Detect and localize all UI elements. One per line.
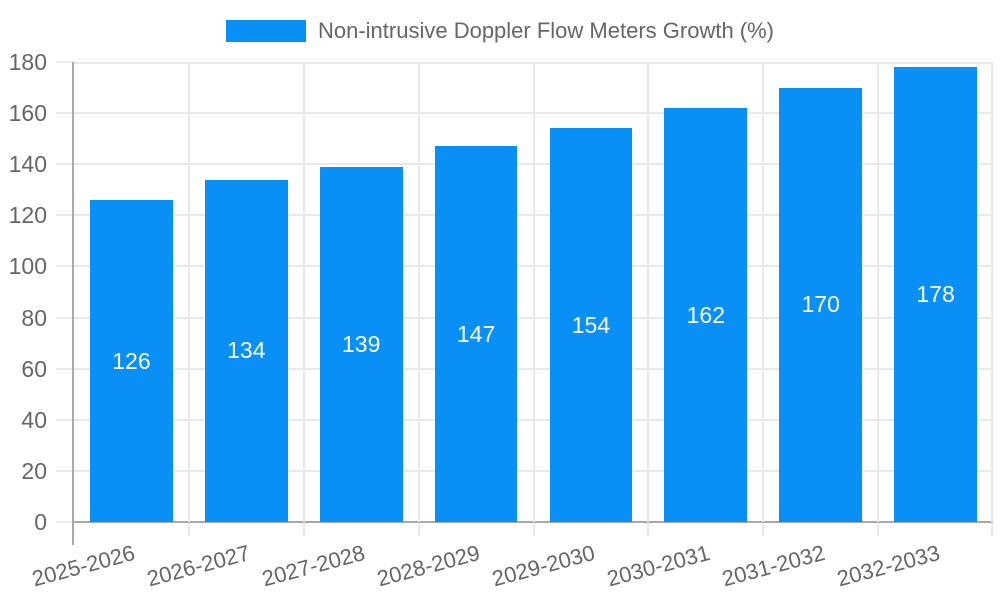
y-tick-mark — [56, 316, 72, 319]
bar-value-label: 126 — [112, 347, 151, 374]
bar: 170 — [779, 87, 863, 522]
y-tick-label: 160 — [8, 100, 47, 127]
x-gridline — [187, 62, 190, 522]
x-tick-label: 2032-2033 — [833, 540, 943, 592]
bar: 162 — [664, 108, 748, 522]
y-tick-label: 120 — [8, 202, 47, 229]
x-tick-mark — [417, 523, 420, 536]
x-tick-label: 2027-2028 — [259, 540, 368, 592]
y-tick-mark — [56, 367, 72, 370]
bar: 139 — [319, 166, 403, 522]
x-gridline — [647, 62, 650, 522]
x-tick-label: 2025-2026 — [29, 540, 138, 592]
x-tick-label: 2026-2027 — [144, 540, 253, 592]
y-tick-mark — [56, 112, 72, 115]
bar: 147 — [434, 146, 518, 522]
y-tick-mark — [56, 418, 72, 421]
bar-value-label: 154 — [571, 311, 611, 338]
x-tick-mark — [187, 523, 190, 536]
x-tick-mark — [762, 523, 765, 536]
legend: Non-intrusive Doppler Flow Meters Growth… — [0, 18, 1000, 44]
y-tick-label: 140 — [8, 151, 47, 178]
bar: 154 — [549, 128, 633, 522]
x-tick-label: 2029-2030 — [489, 540, 598, 592]
x-tick-mark — [532, 523, 535, 536]
y-tick-mark — [56, 265, 72, 268]
legend-swatch-icon — [225, 20, 306, 42]
y-axis-line — [72, 62, 74, 545]
y-tick-mark — [56, 214, 72, 217]
bar-value-label: 134 — [227, 337, 266, 364]
bar-value-label: 170 — [801, 291, 840, 318]
bar-value-label: 178 — [916, 281, 955, 308]
x-gridline — [877, 62, 880, 522]
y-tick-label: 60 — [21, 355, 47, 382]
x-gridline — [417, 62, 420, 522]
y-tick-mark — [56, 521, 72, 523]
legend-item[interactable]: Non-intrusive Doppler Flow Meters Growth… — [225, 18, 775, 44]
bar: 134 — [204, 179, 288, 522]
y-tick-mark — [56, 163, 72, 166]
bar: 178 — [894, 67, 977, 522]
legend-label: Non-intrusive Doppler Flow Meters Growth… — [317, 18, 775, 43]
x-gridline — [991, 62, 993, 522]
y-tick-label: 40 — [21, 406, 47, 433]
y-tick-mark — [56, 61, 72, 63]
plot-area: 126 134 139 147 154 162 170 178 — [74, 62, 993, 522]
x-tick-mark — [302, 523, 305, 536]
x-gridline — [302, 62, 305, 522]
x-gridline — [532, 62, 535, 522]
bar: 126 — [90, 200, 173, 522]
x-gridline — [762, 62, 765, 522]
x-axis-line — [72, 521, 993, 523]
x-tick-mark — [991, 523, 993, 536]
x-tick-mark — [647, 523, 650, 536]
bar-value-label: 147 — [456, 320, 496, 347]
y-tick-label: 0 — [34, 509, 47, 535]
y-tick-label: 80 — [21, 304, 47, 331]
x-tick-label: 2028-2029 — [374, 540, 483, 592]
y-tick-mark — [56, 469, 72, 472]
bar-value-label: 139 — [341, 330, 381, 357]
x-tick-label: 2030-2031 — [604, 540, 713, 592]
x-tick-mark — [877, 523, 880, 536]
y-tick-label: 100 — [8, 253, 47, 280]
y-tick-label: 20 — [21, 457, 47, 484]
bar-value-label: 162 — [686, 301, 725, 328]
x-tick-label: 2031-2032 — [719, 540, 828, 592]
y-tick-label: 180 — [8, 49, 47, 75]
